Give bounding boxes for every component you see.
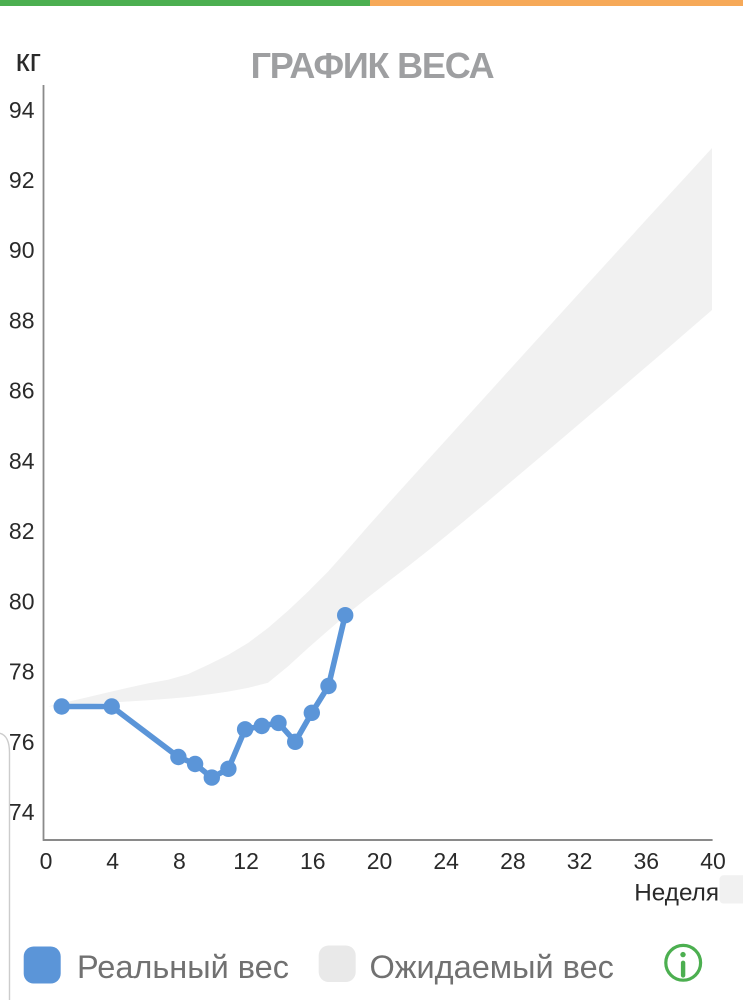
svg-text:40: 40 bbox=[700, 848, 726, 874]
svg-text:86: 86 bbox=[9, 378, 35, 404]
svg-text:32: 32 bbox=[567, 848, 593, 874]
svg-text:8: 8 bbox=[173, 848, 186, 874]
svg-text:ГРАФИК ВЕСА: ГРАФИК ВЕСА bbox=[251, 45, 495, 86]
svg-text:кг: кг bbox=[16, 42, 42, 78]
svg-text:24: 24 bbox=[433, 848, 459, 874]
svg-text:92: 92 bbox=[9, 167, 35, 193]
svg-text:16: 16 bbox=[300, 848, 326, 874]
svg-text:80: 80 bbox=[9, 588, 35, 614]
svg-text:90: 90 bbox=[9, 237, 35, 263]
svg-text:20: 20 bbox=[367, 848, 393, 874]
svg-text:84: 84 bbox=[9, 448, 35, 474]
svg-text:88: 88 bbox=[9, 308, 35, 334]
svg-text:Ожидаемый вес: Ожидаемый вес bbox=[370, 949, 614, 985]
svg-text:Неделя: Неделя bbox=[634, 880, 719, 907]
svg-text:94: 94 bbox=[9, 97, 35, 123]
svg-text:74: 74 bbox=[9, 799, 35, 825]
svg-text:4: 4 bbox=[106, 848, 119, 874]
svg-text:Реальный вес: Реальный вес bbox=[77, 949, 289, 985]
svg-text:78: 78 bbox=[9, 659, 35, 685]
svg-text:36: 36 bbox=[634, 848, 660, 874]
svg-text:0: 0 bbox=[40, 848, 53, 874]
svg-text:82: 82 bbox=[9, 518, 35, 544]
svg-text:28: 28 bbox=[500, 848, 526, 874]
svg-text:12: 12 bbox=[233, 848, 259, 874]
svg-text:76: 76 bbox=[9, 729, 35, 755]
